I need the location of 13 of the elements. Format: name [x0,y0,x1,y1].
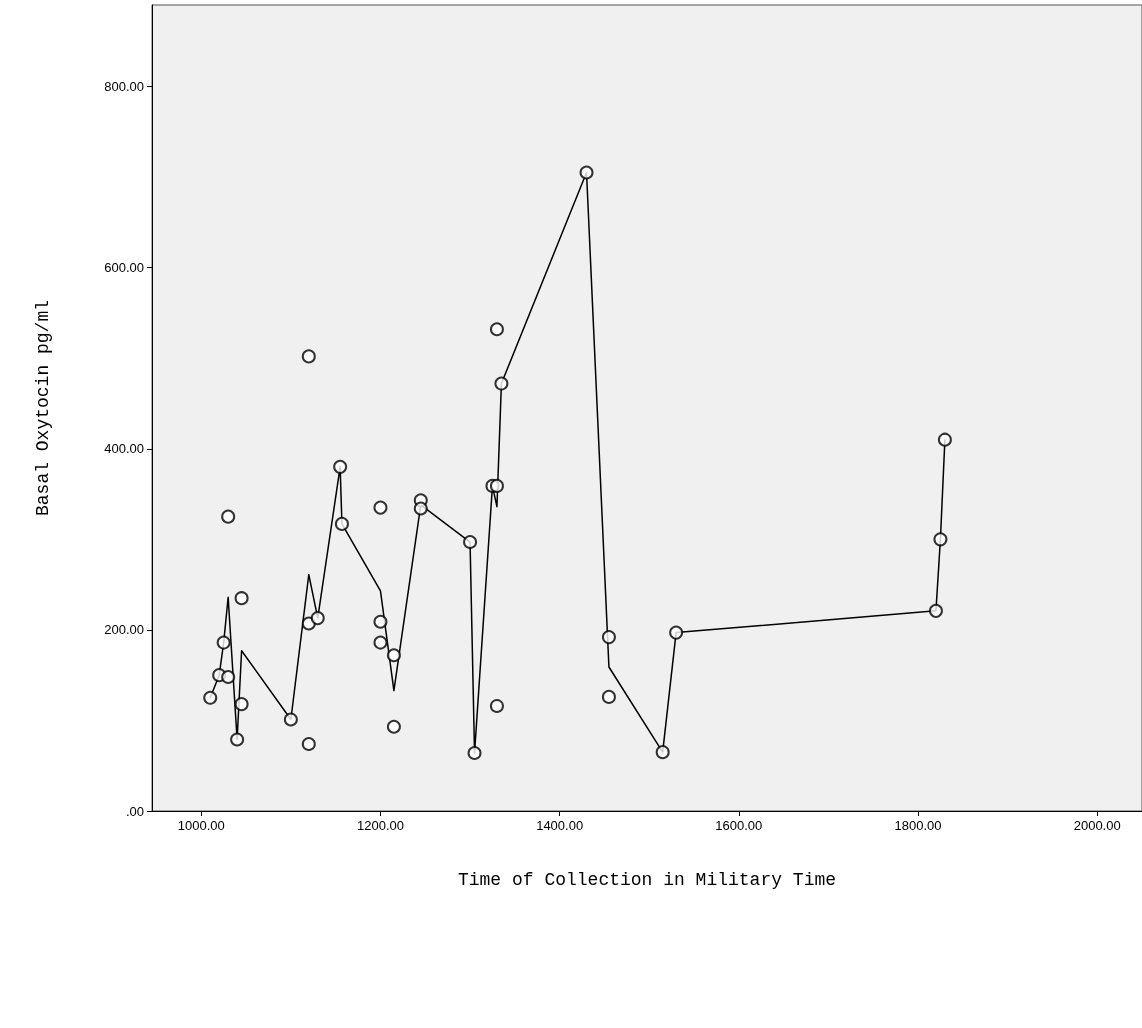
y-tick-label: 600.00 [104,260,144,276]
x-tick-label: 1400.00 [536,818,584,833]
y-tick-label: 800.00 [104,79,144,95]
x-tick-label: 1200.00 [356,818,404,833]
x-axis-title: Time of Collection in Military Time [457,870,837,890]
y-axis-title: Basal Oxytocin pg/ml [33,299,53,517]
x-tick-label: 1800.00 [894,818,942,833]
x-tick-label: 2000.00 [1073,818,1121,833]
y-tick-label: 400.00 [104,441,144,457]
x-tick-label: 1600.00 [715,818,763,833]
y-tick-label: .00 [125,803,144,819]
y-tick-label: 200.00 [104,622,144,638]
x-tick-label: 1000.00 [177,818,225,833]
